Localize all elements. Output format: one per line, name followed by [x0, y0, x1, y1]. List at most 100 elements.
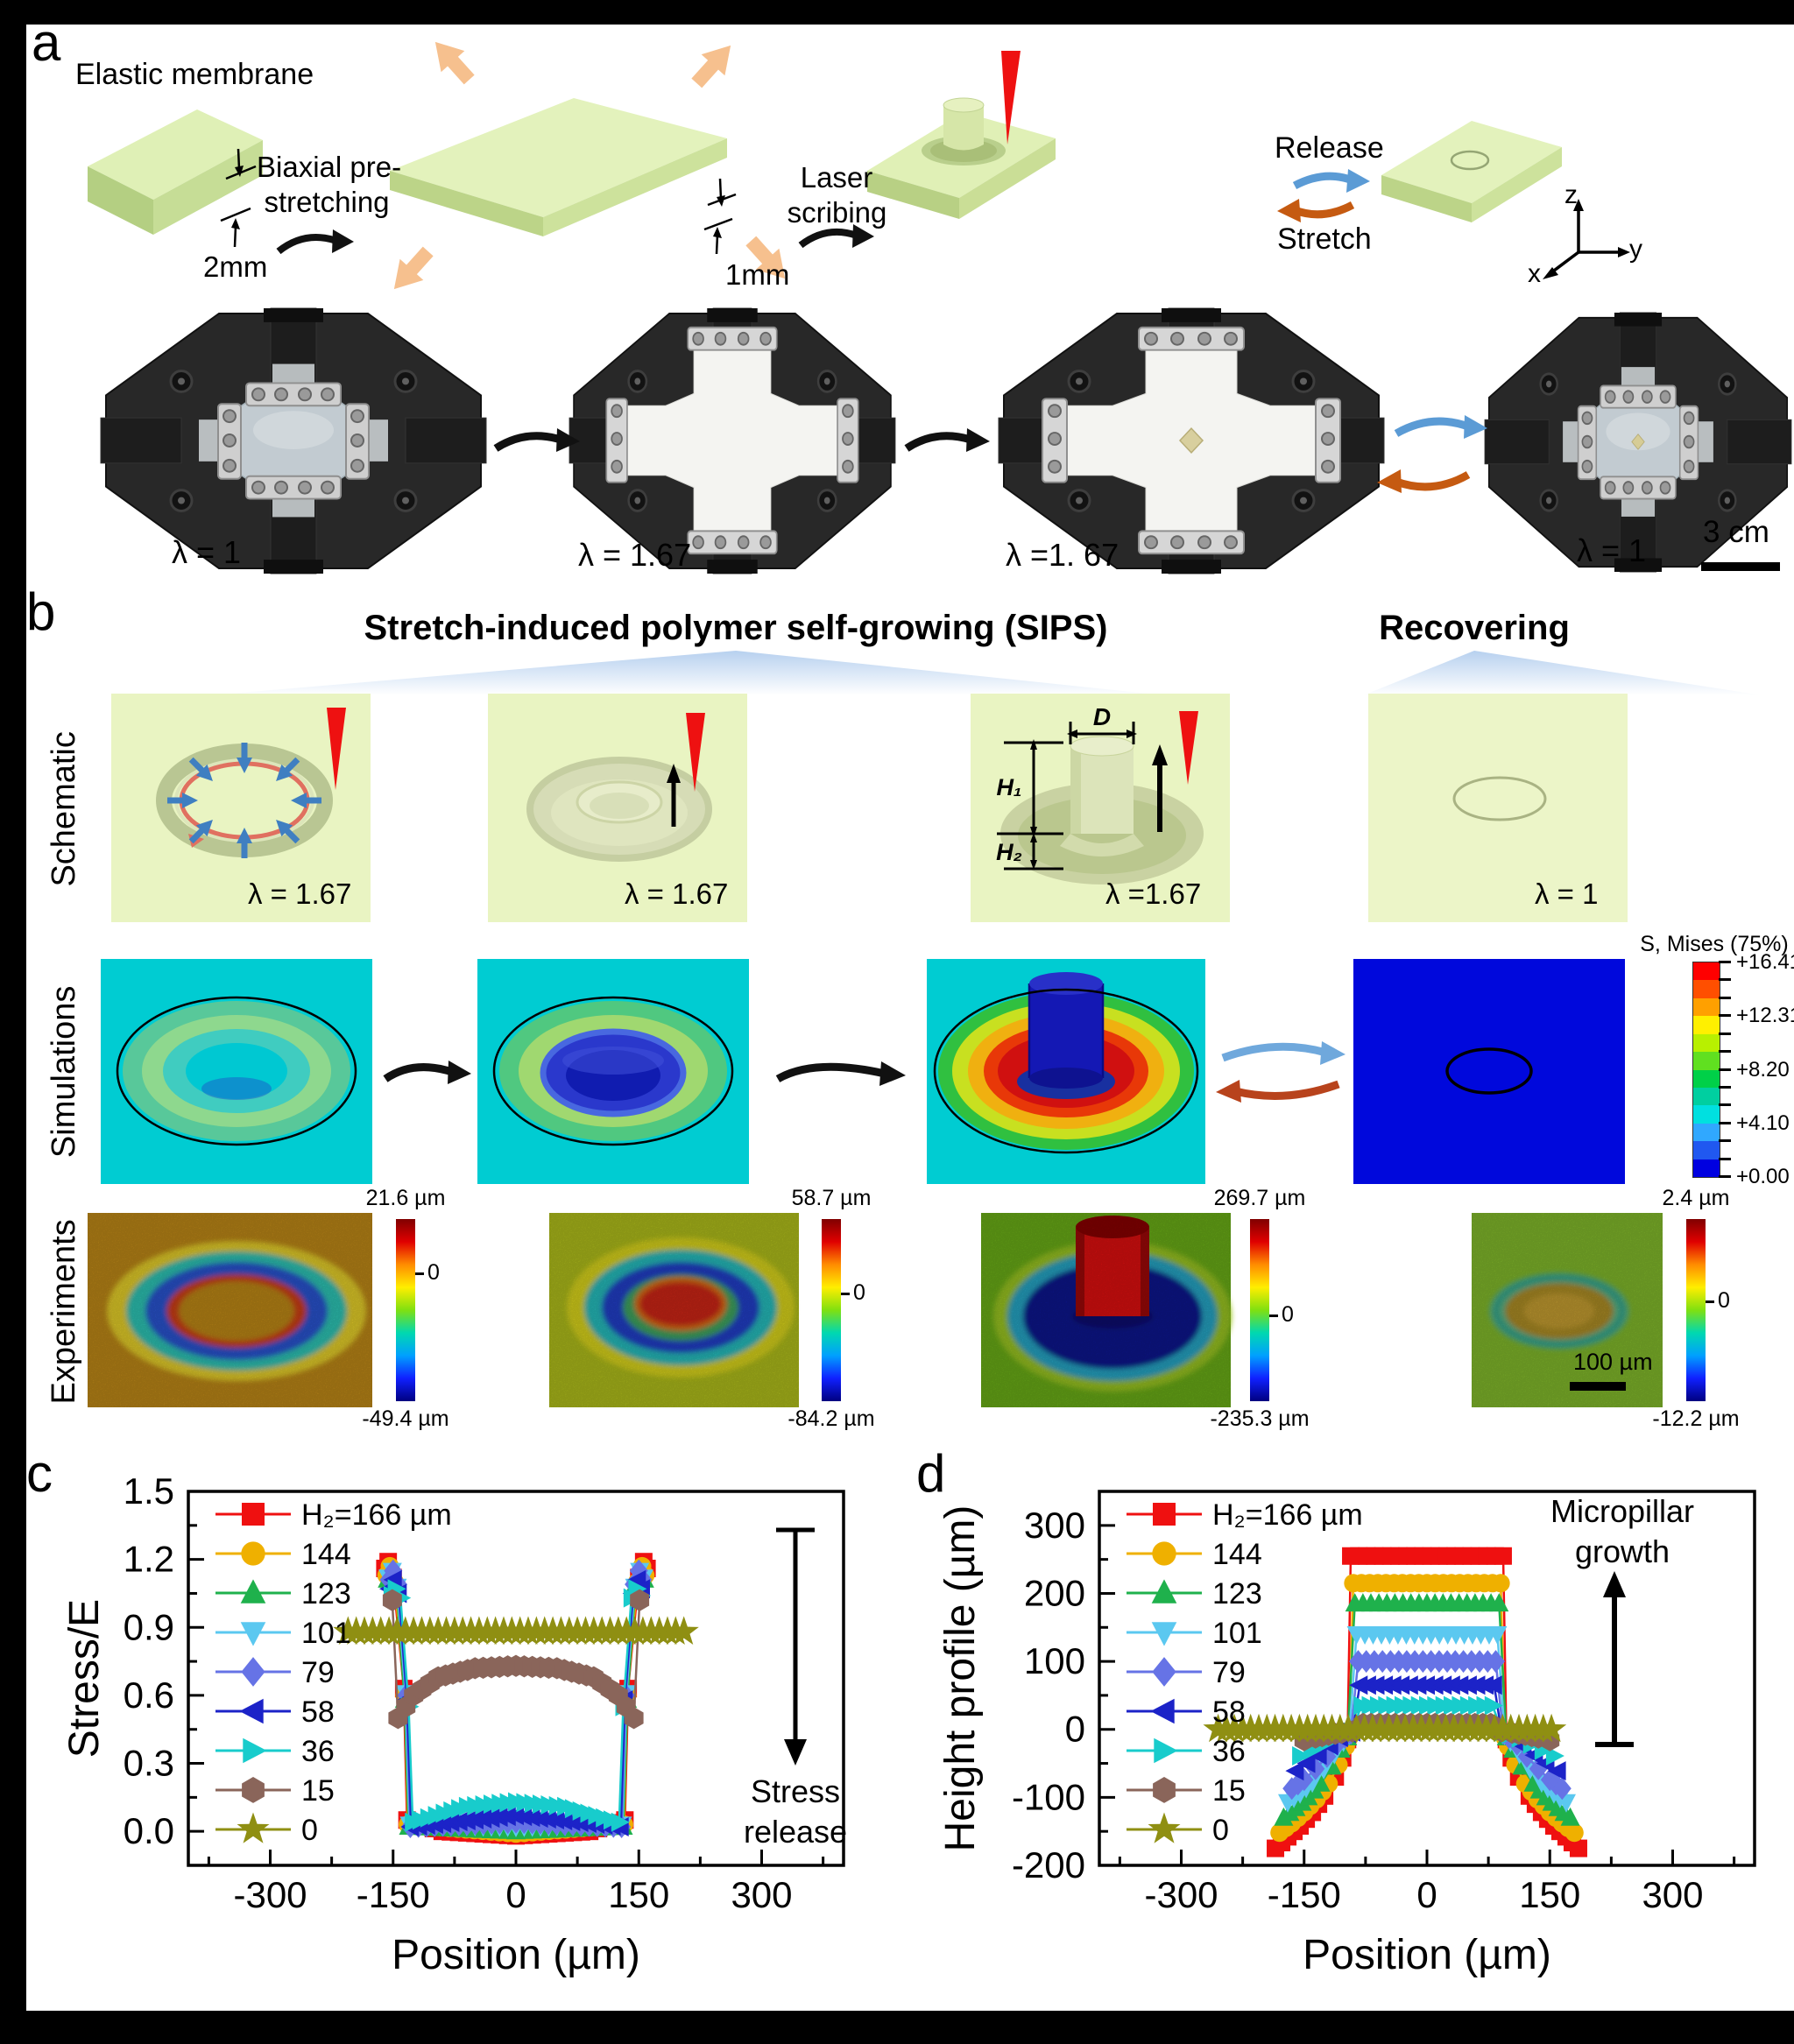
stretcher-photo-stretched [998, 307, 1385, 574]
legend-item: 101 [215, 1617, 351, 1650]
triangle-right-marker [1545, 1746, 1564, 1766]
height-dimensions [997, 739, 1063, 870]
legend-item: H₂=166 µm [1127, 1498, 1363, 1532]
schem3-lambda: λ =1.67 [1105, 878, 1202, 910]
y-tick-label: 1.2 [124, 1539, 174, 1580]
sim-colorbar-tick-label: +0.00 [1736, 1165, 1790, 1188]
x-tick-label: -300 [233, 1874, 307, 1915]
y-tick-label: 1.5 [124, 1470, 174, 1512]
legend-label: 79 [301, 1656, 335, 1689]
laser-beam-icon [686, 713, 705, 792]
legend-item: 101 [1127, 1617, 1262, 1650]
triangle-left-marker [465, 1810, 484, 1829]
sim-colorbar-band [1693, 1105, 1720, 1124]
triangle-left-marker [1547, 1761, 1566, 1781]
experiment-row [88, 1213, 1663, 1407]
sim-colorbar-tick-label: +16.41 [1736, 950, 1794, 974]
legend-label: 0 [301, 1814, 318, 1847]
photo-scalebar-label: 3 cm [1703, 515, 1769, 549]
exp-colorbar-label: 2.4 µm [1662, 1186, 1730, 1210]
sim-colorbar-tick [1719, 1014, 1731, 1018]
legend-label: 144 [301, 1538, 351, 1571]
sim-colorbar-tick [1719, 1175, 1731, 1178]
triangle-left-marker [497, 1807, 516, 1827]
triangle-left-marker [239, 1698, 264, 1724]
hexagon-marker [624, 1707, 644, 1730]
legend-label: 36 [301, 1735, 335, 1768]
stretch-label: Stretch [1277, 222, 1372, 256]
sim-colorbar-tick [1719, 1121, 1731, 1124]
coordinate-axes-icon [1543, 199, 1630, 279]
exp-colorbar-label: 269.7 µm [1213, 1186, 1306, 1210]
schematic-crater-growing [488, 694, 747, 922]
triangle-up-marker [1151, 1579, 1177, 1603]
step2-line1: Laser [800, 161, 873, 194]
growth-arrow-icon [1152, 744, 1168, 765]
star-marker [668, 1616, 699, 1645]
photo-stretch-arrow [1395, 471, 1471, 491]
exp-colorbar-zero-tick [841, 1293, 850, 1296]
y-axis-label: Height profile (µm) [937, 1505, 984, 1852]
exp-colorbar-label: -84.2 µm [788, 1406, 875, 1431]
sim-colorbar-band [1693, 997, 1720, 1017]
sim-colorbar-tick [1719, 978, 1731, 982]
step1-line1: Biaxial pre- [257, 151, 402, 183]
x-tick-label: -150 [357, 1874, 430, 1915]
y-axis-label: Stress/E [61, 1599, 108, 1758]
sim-colorbar-band [1693, 1123, 1720, 1142]
panel-a-photos [100, 307, 1792, 574]
legend-label: 123 [1212, 1577, 1262, 1611]
chart-panel-d: -300 -150 0 150 300-200-1000100200300Positio… [937, 1490, 1756, 1978]
sim-colorbar-band [1693, 1052, 1720, 1070]
membrane-slab-2-stretched [390, 98, 727, 236]
diameter-label: D [1093, 703, 1111, 730]
diameter-dimension [1067, 722, 1137, 744]
photo-arrow-2 [904, 432, 972, 452]
sim-release-arrow [1221, 1042, 1328, 1062]
exp-colorbar-label: 0 [853, 1280, 865, 1306]
legend-label: 144 [1212, 1538, 1262, 1571]
triangle-left-marker [1483, 1675, 1502, 1695]
sim-colorbar-tick [1719, 1032, 1731, 1035]
stretcher-photo-relaxed [1484, 312, 1792, 573]
exp-colorbar-label: -235.3 µm [1210, 1406, 1310, 1431]
sim-arrow-1-head [448, 1061, 471, 1084]
schem4-lambda: λ = 1 [1535, 878, 1599, 910]
star-marker [1536, 1713, 1567, 1743]
y-tick-label: 0.9 [124, 1606, 174, 1647]
photo-stretch-arrow-head [1377, 469, 1402, 493]
release-arrow [1292, 172, 1354, 190]
photo-arrow-1 [493, 432, 562, 452]
exp-recovered-profile [1472, 1213, 1663, 1407]
sim-colorbar [1692, 962, 1720, 1178]
laser-beam-icon [327, 708, 346, 790]
stretcher-photo-relaxed [100, 307, 487, 574]
sim-colorbar-tick-label: +8.20 [1736, 1057, 1790, 1082]
sim-crater [477, 959, 749, 1184]
chart-annotation: Micropillar growth [1550, 1493, 1694, 1747]
sim-arrow-2-head [879, 1061, 906, 1086]
photo4-lambda: λ = 1 [1577, 532, 1647, 568]
x-tick-label: 300 [1642, 1874, 1703, 1915]
sim-colorbar-tick [1719, 1050, 1731, 1054]
series-15 [382, 1589, 650, 1730]
legend-label: 101 [1212, 1617, 1262, 1650]
step1-line2: stretching [264, 186, 390, 218]
exp-colorbar-label: 0 [1282, 1302, 1294, 1328]
star-marker [1148, 1812, 1181, 1843]
legend-item: 58 [215, 1695, 335, 1729]
diamond-marker [1152, 1657, 1176, 1687]
legend-item: 79 [1127, 1656, 1246, 1689]
membrane-slab-3-laser [867, 51, 1056, 219]
triangle-up-marker [240, 1579, 266, 1603]
sim-colorbar-tick [1719, 961, 1731, 963]
legend-label: H₂=166 µm [301, 1498, 452, 1532]
sim-colorbar-tick-label: +4.10 [1736, 1110, 1790, 1135]
x-tick-label: 300 [731, 1874, 792, 1915]
annotation-text: Stress [751, 1773, 840, 1809]
stretcher-photo-stretched [569, 307, 896, 574]
triangle-left-marker [1296, 1753, 1316, 1773]
stretch-arrow-tl [423, 31, 482, 91]
triangle-left-marker [481, 1808, 500, 1829]
micropillar-growth-arrow-icon [1603, 1571, 1626, 1597]
